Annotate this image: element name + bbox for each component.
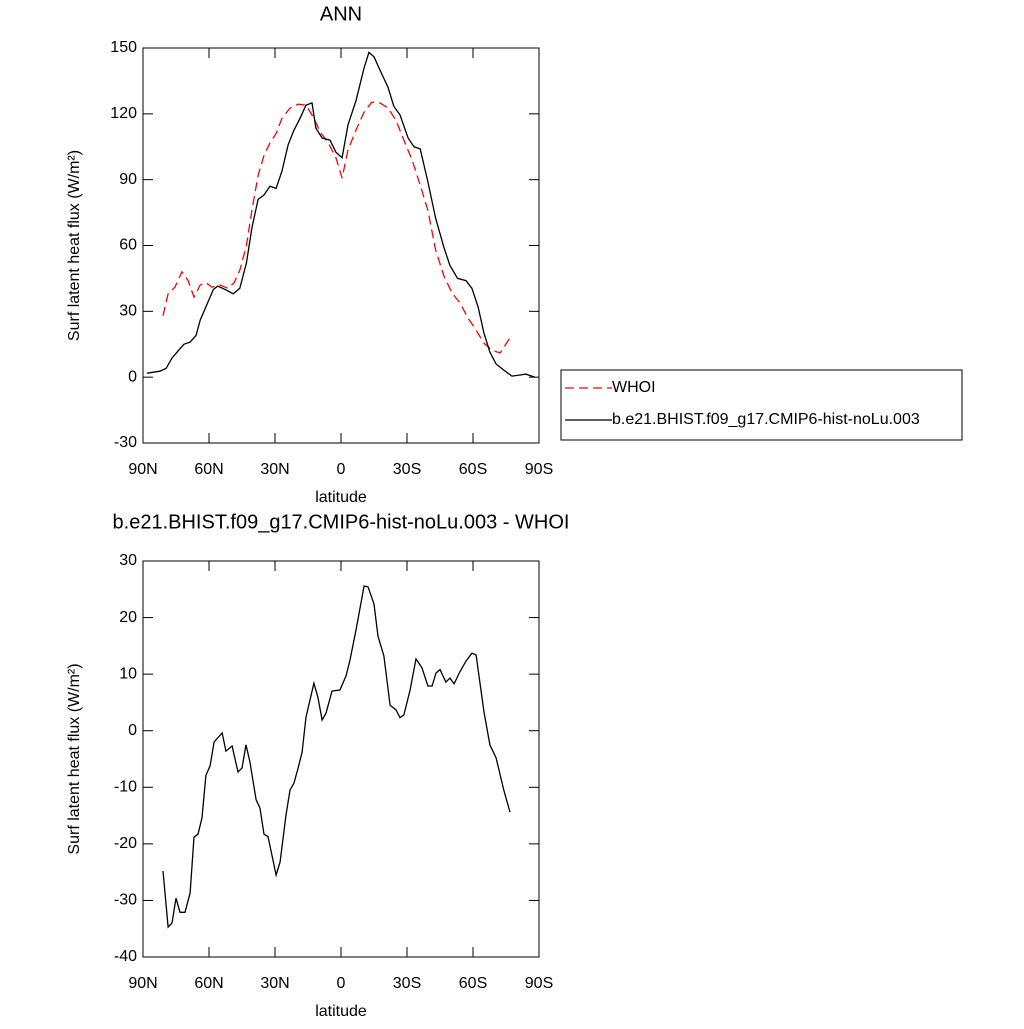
plot-frame [142, 560, 540, 958]
x-tick-label: 60S [459, 461, 487, 478]
y-tick-label: 30 [119, 303, 137, 320]
legend-label: b.e21.BHIST.f09_g17.CMIP6-hist-noLu.003 [612, 411, 920, 428]
x-axis-label: latitude [315, 489, 367, 506]
legend-label: WHOI [612, 379, 656, 396]
y-tick-label: 120 [110, 105, 137, 122]
y-tick-label: 90 [119, 171, 137, 188]
y-tick-label: -40 [114, 948, 137, 965]
x-tick-label: 30S [393, 975, 421, 992]
x-tick-label: 0 [337, 975, 346, 992]
x-tick-label: 60S [459, 975, 487, 992]
data-line [162, 101, 511, 354]
y-axis-label: Surf latent heat flux (W/m²) [66, 150, 83, 341]
legend-box [560, 369, 963, 441]
y-tick-label: 20 [119, 609, 137, 626]
y-tick-label: 10 [119, 665, 137, 682]
x-tick-label: 30N [260, 461, 289, 478]
data-line [162, 585, 511, 929]
plot-frame [142, 47, 540, 444]
y-tick-label: 0 [128, 368, 137, 385]
y-tick-label: 60 [119, 237, 137, 254]
chart-title: b.e21.BHIST.f09_g17.CMIP6-hist-noLu.003 … [113, 511, 570, 533]
data-line [146, 51, 536, 378]
x-tick-label: 30S [393, 461, 421, 478]
x-axis-label: latitude [315, 1003, 367, 1020]
x-tick-label: 90S [525, 461, 553, 478]
chart-title: ANN [320, 3, 362, 25]
y-tick-label: 150 [110, 39, 137, 56]
x-tick-label: 0 [337, 461, 346, 478]
x-tick-label: 90S [525, 975, 553, 992]
y-tick-label: -20 [114, 835, 137, 852]
y-tick-label: 0 [128, 722, 137, 739]
y-tick-label: -30 [114, 434, 137, 451]
x-tick-label: 90N [128, 461, 157, 478]
x-tick-label: 60N [194, 975, 223, 992]
y-tick-label: -30 [114, 892, 137, 909]
x-tick-label: 30N [260, 975, 289, 992]
y-tick-label: 30 [119, 552, 137, 569]
x-tick-label: 90N [128, 975, 157, 992]
x-tick-label: 60N [194, 461, 223, 478]
y-axis-label: Surf latent heat flux (W/m²) [66, 663, 83, 854]
y-tick-label: -10 [114, 779, 137, 796]
